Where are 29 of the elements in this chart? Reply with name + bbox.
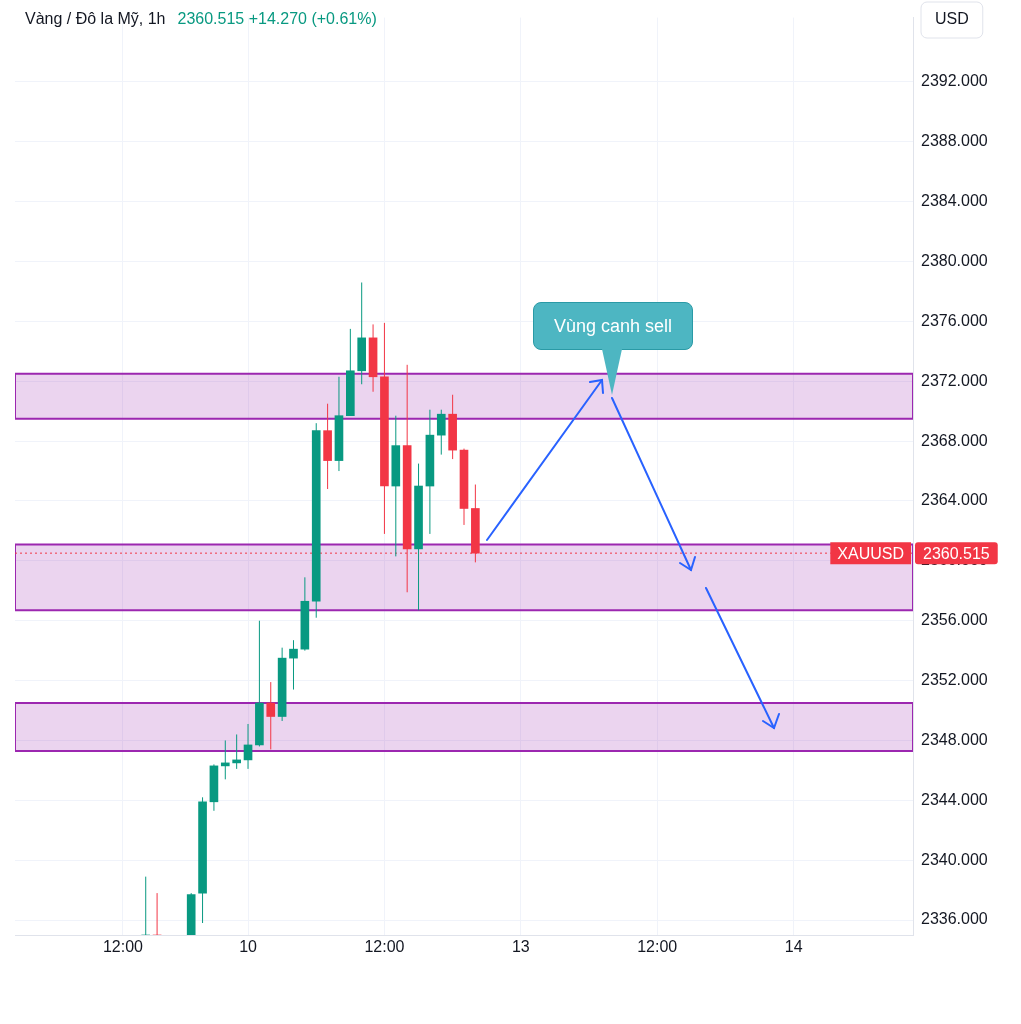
ref-line-label: XAUUSD [837, 544, 905, 562]
y-tick-label: 2340.000 [921, 850, 988, 868]
x-tick-label: 13 [511, 938, 530, 956]
x-tick-label: 12:00 [364, 938, 405, 956]
y-tick-label: 2392.000 [921, 72, 988, 90]
y-tick-label: 2380.000 [921, 251, 988, 269]
x-tick-label: 12:00 [637, 938, 678, 956]
y-tick-label: 2364.000 [921, 491, 988, 509]
text: 2360.515 [923, 544, 990, 562]
y-tick-label: 2356.000 [921, 611, 988, 629]
chart-subtitle: 2360.515 +14.270 (+0.61%) [177, 10, 377, 28]
y-tick-label: 2388.000 [921, 132, 988, 150]
y-tick-label: 2352.000 [921, 670, 988, 688]
y-axis-title: USD [935, 10, 969, 28]
x-tick-label: 14 [784, 938, 803, 956]
candlestick [289, 639, 298, 691]
y-tick-label: 2372.000 [921, 371, 988, 389]
y-tick-label: 2348.000 [921, 730, 988, 748]
candlestick [436, 409, 446, 456]
candlestick [266, 681, 276, 750]
y-tick-label: 2368.000 [921, 431, 988, 449]
y-tick-label: 2376.000 [921, 311, 988, 329]
chart-title: Vàng / Đô la Mỹ, 1h [25, 10, 166, 28]
y-tick-label: 2384.000 [921, 192, 988, 210]
x-tick-label: 12:00 [102, 938, 144, 956]
annotation: Vùng canh sell [553, 315, 673, 337]
x-tick-label: 10 [239, 938, 258, 956]
y-tick-label: 2336.000 [921, 910, 988, 928]
y-tick-label: 2344.000 [921, 790, 988, 808]
